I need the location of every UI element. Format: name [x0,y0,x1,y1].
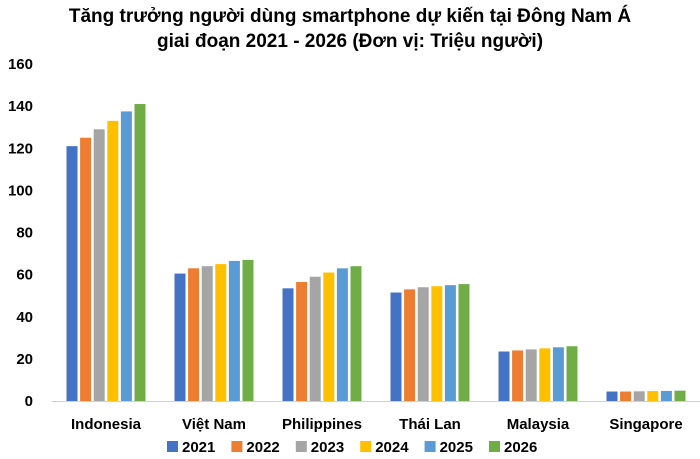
bar-2024 [323,272,335,401]
bar-2023 [201,266,213,401]
bar-2026 [350,266,362,401]
bar-2022 [188,268,200,401]
chart-title: Tăng trưởng người dùng smartphone dự kiế… [0,4,700,54]
bar-2021 [174,273,186,401]
legend-label: 2022 [246,439,279,456]
legend-label: 2025 [440,439,473,456]
bar-2024 [647,391,659,401]
bar-2023 [525,349,537,401]
x-axis: Indonesia Việt Nam Philippines Thái Lan Mala… [71,416,683,433]
y-axis: 0 20 40 60 80 100 120 140 160 [8,56,33,410]
bar-2026 [242,259,254,401]
bar-2024 [539,348,551,401]
y-tick-label: 100 [8,182,33,199]
chart-title-line-1: Tăng trưởng người dùng smartphone dự kiế… [68,6,632,27]
y-tick-label: 20 [16,351,33,368]
legend-label: 2023 [311,439,344,456]
bar-2026 [674,390,686,401]
x-tick-label: Indonesia [71,416,142,433]
chart-title-line-2: giai đoạn 2021 - 2026 (Đơn vị: Triệu ngư… [156,31,544,52]
bar-2023 [417,287,429,401]
bar-2025 [660,390,672,401]
bar-2022 [512,350,524,401]
x-tick-label: Malaysia [507,416,570,433]
bar-2023 [309,276,321,401]
y-tick-label: 160 [8,56,33,73]
bar-2024 [431,286,443,401]
bar-2025 [336,268,348,401]
bar-2022 [80,137,92,401]
x-tick-label: Singapore [609,416,682,433]
y-tick-label: 140 [8,98,33,115]
legend: 2021 2022 2023 2024 2025 2026 [167,439,537,456]
x-tick-label: Thái Lan [399,416,461,433]
bar-2026 [134,104,146,402]
bar-2025 [552,347,564,401]
bar-2024 [107,120,119,402]
legend-swatch [360,441,372,452]
legend-swatch [167,441,178,452]
legend-label: 2026 [504,439,537,456]
bar-2025 [120,111,132,401]
bar-2026 [458,284,470,401]
legend-label: 2021 [182,439,215,456]
legend-swatch [424,441,436,452]
bar-2026 [566,346,578,401]
bar-2025 [444,285,456,401]
bar-2023 [633,391,645,401]
legend-swatch [231,441,243,452]
y-tick-label: 0 [25,393,33,410]
x-tick-label: Việt Nam [182,416,246,433]
x-tick-label: Philippines [282,416,362,433]
bar-2025 [228,260,240,401]
bars [66,104,686,402]
bar-2022 [296,282,308,401]
bar-2022 [620,391,632,401]
bar-2021 [498,351,510,401]
bar-2021 [282,288,294,401]
y-tick-label: 40 [16,309,33,326]
y-tick-label: 60 [16,267,33,284]
bar-2024 [215,264,227,401]
y-tick-label: 80 [16,225,33,242]
legend-label: 2024 [375,439,409,456]
bar-2023 [93,129,105,402]
y-tick-label: 120 [8,140,33,157]
bar-2021 [390,292,402,401]
legend-swatch [295,441,307,452]
legend-swatch [489,441,500,452]
bar-2021 [606,391,618,401]
bar-2022 [404,289,416,401]
bar-2021 [66,146,78,401]
